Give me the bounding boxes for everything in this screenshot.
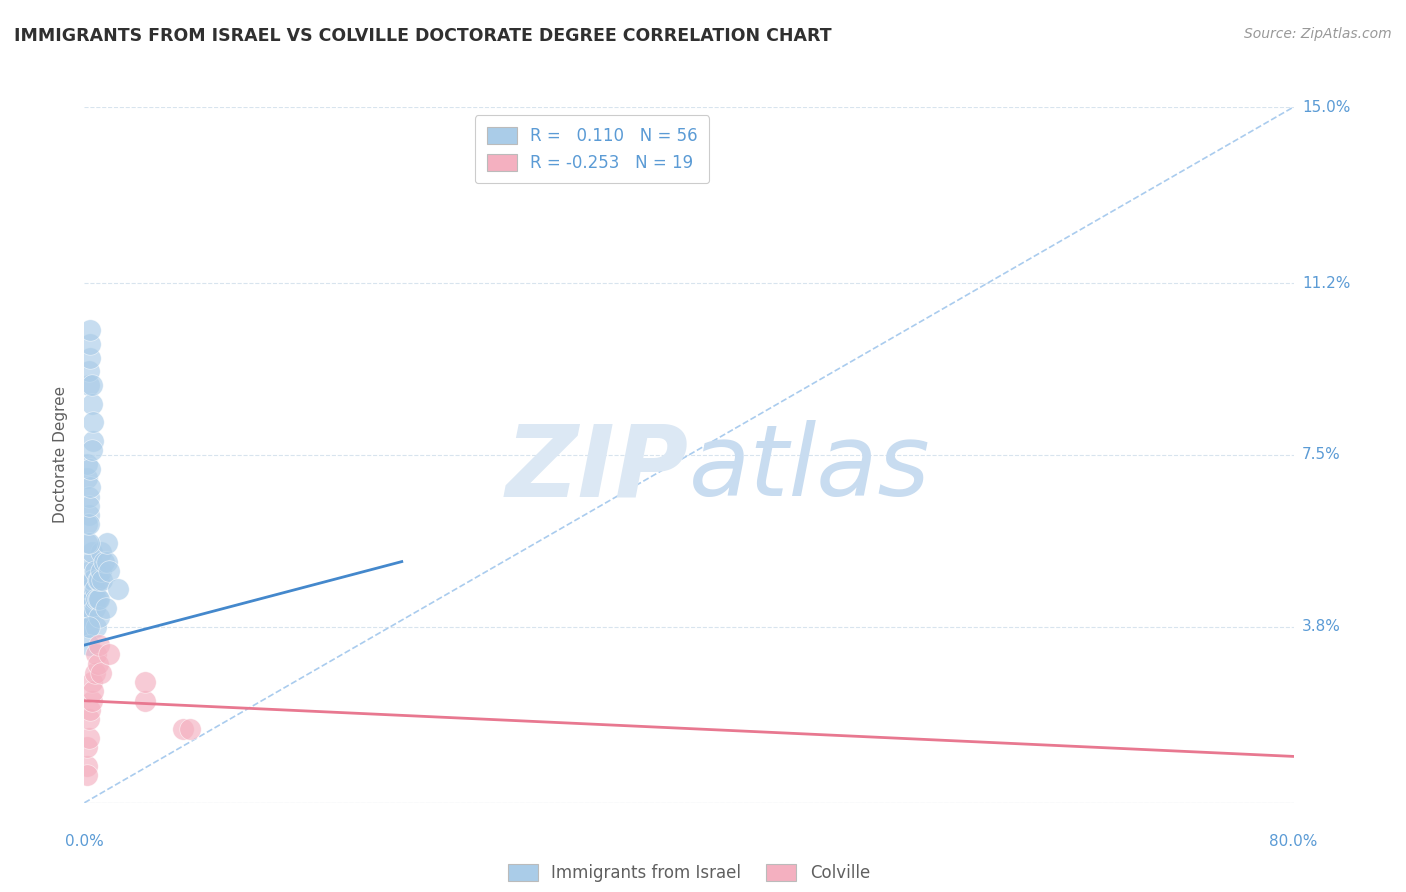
Point [79,601,101,615]
Point [86,619,108,633]
Point [77,619,100,633]
Text: 0.0%: 0.0% [65,834,104,849]
Point [97,564,120,578]
Text: 80.0%: 80.0% [1270,834,1317,849]
Point [77,712,100,726]
Point [79,703,101,717]
Point [77,536,100,550]
Point [76,536,98,550]
Point [84,564,107,578]
Point [79,351,101,365]
Point [96,555,118,569]
Point [77,378,100,392]
Point [76,758,98,772]
Point [89,638,111,652]
Point [80,675,103,690]
Point [79,564,101,578]
Point [89,591,111,606]
Point [80,397,103,411]
Point [89,573,111,587]
Text: 15.0%: 15.0% [1302,100,1350,114]
Legend: Immigrants from Israel, Colville: Immigrants from Israel, Colville [502,857,876,888]
Point [79,323,101,337]
Point [79,480,101,494]
Point [94,601,117,615]
Point [77,610,100,624]
Point [134,675,156,690]
Point [76,601,98,615]
Point [79,582,101,597]
Point [90,564,112,578]
Point [84,665,107,680]
Point [77,582,100,597]
Point [76,471,98,485]
Point [93,555,115,569]
Point [77,638,100,652]
Point [77,619,100,633]
Point [79,336,101,351]
Point [80,573,103,587]
Point [134,694,156,708]
Point [77,499,100,513]
Point [77,364,100,378]
Text: Source: ZipAtlas.com: Source: ZipAtlas.com [1244,27,1392,41]
Point [79,462,101,476]
Point [76,457,98,471]
Text: 7.5%: 7.5% [1302,448,1340,462]
Point [172,722,194,736]
Point [80,443,103,458]
Text: IMMIGRANTS FROM ISRAEL VS COLVILLE DOCTORATE DEGREE CORRELATION CHART: IMMIGRANTS FROM ISRAEL VS COLVILLE DOCTO… [14,27,832,45]
Y-axis label: Doctorate Degree: Doctorate Degree [53,386,69,524]
Point [80,555,103,569]
Point [77,731,100,745]
Point [86,591,108,606]
Text: ZIP: ZIP [506,420,689,517]
Point [76,768,98,782]
Point [80,545,103,559]
Point [87,591,110,606]
Point [89,610,111,624]
Point [80,378,103,392]
Point [77,508,100,523]
Point [82,416,104,430]
Point [77,517,100,532]
Point [80,694,103,708]
Point [87,657,110,671]
Text: 3.8%: 3.8% [1302,619,1341,634]
Point [179,722,201,736]
Point [87,573,110,587]
Point [90,665,112,680]
Point [107,582,129,597]
Point [91,573,114,587]
Point [96,536,118,550]
Point [76,517,98,532]
Point [84,601,107,615]
Point [77,490,100,504]
Point [86,648,108,662]
Point [82,684,104,698]
Point [77,591,100,606]
Point [97,648,120,662]
Point [76,740,98,755]
Point [82,591,104,606]
Point [82,434,104,448]
Point [84,582,107,597]
Text: 11.2%: 11.2% [1302,276,1350,291]
Point [90,545,112,559]
Point [82,573,104,587]
Text: atlas: atlas [689,420,931,517]
Point [76,619,98,633]
